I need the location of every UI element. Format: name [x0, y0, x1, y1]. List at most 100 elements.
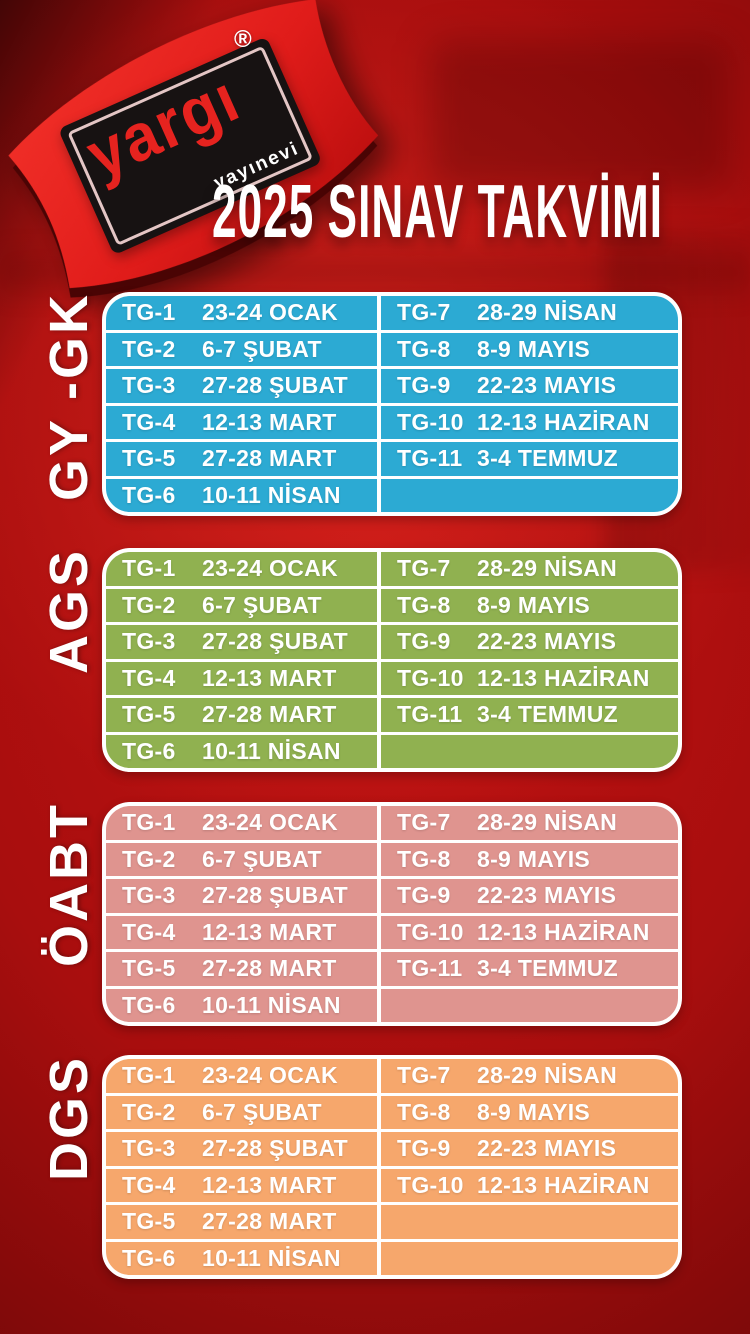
exam-code: TG-6 — [122, 991, 176, 1018]
section-ags: AGS TG-1 23-24 OCAK TG-2 6-7 ŞUBAT TG-3 27-28 … — [0, 548, 750, 772]
exam-code: TG-2 — [122, 591, 176, 618]
exam-date: 28-29 NİSAN — [477, 1062, 618, 1089]
left-column: TG-1 23-24 OCAK TG-2 6-7 ŞUBAT TG-3 27-28 ŞUB… — [106, 806, 377, 1022]
exam-date: 8-9 MAYIS — [477, 1098, 591, 1125]
exam-row: TG-4 12-13 MART — [106, 1169, 377, 1205]
exam-date: 6-7 ŞUBAT — [202, 335, 322, 362]
exam-row: TG-5 27-28 MART — [106, 1205, 377, 1242]
exam-date: 3-4 TEMMUZ — [477, 445, 618, 472]
exam-date: 12-13 HAZİRAN — [477, 664, 650, 691]
exam-date: 12-13 HAZİRAN — [477, 1171, 650, 1198]
exam-code: TG-5 — [122, 955, 176, 982]
exam-row: TG-1 23-24 OCAK — [106, 552, 377, 589]
exam-date: 22-23 MAYIS — [477, 1135, 617, 1162]
exam-code: TG-10 — [397, 1171, 464, 1198]
background-blackboard-hint — [430, 40, 730, 190]
right-column: TG-7 28-29 NİSAN TG-8 8-9 MAYIS TG-9 22-23 MA… — [377, 806, 678, 1022]
exam-row: TG-11 3-4 TEMMUZ — [381, 952, 678, 989]
exam-code: TG-8 — [397, 591, 451, 618]
exam-code: TG-2 — [122, 1098, 176, 1125]
exam-date: 23-24 OCAK — [202, 1062, 338, 1089]
exam-date: 8-9 MAYIS — [477, 845, 591, 872]
exam-table-oabt: TG-1 23-24 OCAK TG-2 6-7 ŞUBAT TG-3 27-28 ŞUB… — [102, 802, 682, 1026]
exam-code: TG-9 — [397, 372, 451, 399]
exam-code: TG-7 — [397, 1062, 451, 1089]
exam-row: TG-3 27-28 ŞUBAT — [106, 1132, 377, 1169]
exam-code: TG-6 — [122, 481, 176, 508]
exam-date: 8-9 MAYIS — [477, 335, 591, 362]
exam-row: TG-9 22-23 MAYIS — [381, 1132, 678, 1169]
exam-code: TG-4 — [122, 408, 176, 435]
exam-row: TG-6 10-11 NİSAN — [106, 735, 377, 769]
exam-code: TG-5 — [122, 1208, 176, 1235]
exam-code: TG-1 — [122, 555, 176, 582]
section-label-ags: AGS — [39, 548, 99, 675]
exam-code: TG-7 — [397, 555, 451, 582]
exam-row: TG-1 23-24 OCAK — [106, 1059, 377, 1096]
exam-code: TG-3 — [122, 628, 176, 655]
exam-date: 27-28 ŞUBAT — [202, 628, 349, 655]
brand-logo: yargı yayınevi — [0, 0, 416, 336]
exam-code: TG-4 — [122, 1171, 176, 1198]
exam-row: TG-2 6-7 ŞUBAT — [106, 333, 377, 369]
exam-code: TG-1 — [122, 809, 176, 836]
exam-code: TG-10 — [397, 664, 464, 691]
exam-code: TG-10 — [397, 918, 464, 945]
exam-table-ags: TG-1 23-24 OCAK TG-2 6-7 ŞUBAT TG-3 27-28 ŞUB… — [102, 548, 682, 772]
exam-date: 23-24 OCAK — [202, 299, 338, 326]
exam-row: TG-11 3-4 TEMMUZ — [381, 698, 678, 735]
exam-row — [381, 479, 678, 513]
exam-date: 3-4 TEMMUZ — [477, 955, 618, 982]
exam-date: 10-11 NİSAN — [202, 737, 341, 764]
exam-date: 28-29 NİSAN — [477, 555, 618, 582]
exam-code: TG-11 — [397, 701, 463, 728]
exam-date: 12-13 MART — [202, 408, 337, 435]
exam-date: 6-7 ŞUBAT — [202, 591, 322, 618]
exam-row — [381, 1242, 678, 1276]
exam-row: TG-10 12-13 HAZİRAN — [381, 406, 678, 442]
exam-code: TG-8 — [397, 335, 451, 362]
left-column: TG-1 23-24 OCAK TG-2 6-7 ŞUBAT TG-3 27-28 ŞUB… — [106, 1059, 377, 1275]
exam-code: TG-8 — [397, 1098, 451, 1125]
exam-code: TG-9 — [397, 628, 451, 655]
exam-row: TG-10 12-13 HAZİRAN — [381, 1169, 678, 1205]
exam-code: TG-1 — [122, 299, 176, 326]
exam-row: TG-6 10-11 NİSAN — [106, 479, 377, 513]
exam-row: TG-5 27-28 MART — [106, 698, 377, 735]
exam-code: TG-3 — [122, 1135, 176, 1162]
exam-code: TG-7 — [397, 299, 451, 326]
exam-row: TG-6 10-11 NİSAN — [106, 1242, 377, 1276]
exam-code: TG-8 — [397, 845, 451, 872]
exam-date: 12-13 MART — [202, 664, 337, 691]
exam-code: TG-2 — [122, 335, 176, 362]
exam-table-gy-gk: TG-1 23-24 OCAK TG-2 6-7 ŞUBAT TG-3 27-28 ŞUB… — [102, 292, 682, 516]
left-column: TG-1 23-24 OCAK TG-2 6-7 ŞUBAT TG-3 27-28 ŞUB… — [106, 552, 377, 768]
exam-row: TG-7 28-29 NİSAN — [381, 552, 678, 589]
exam-code: TG-1 — [122, 1062, 176, 1089]
section-dgs: DGS TG-1 23-24 OCAK TG-2 6-7 ŞUBAT TG-3 27-28 … — [0, 1055, 750, 1279]
exam-code: TG-3 — [122, 882, 176, 909]
right-column: TG-7 28-29 NİSAN TG-8 8-9 MAYIS TG-9 22-23 MA… — [377, 1059, 678, 1275]
exam-row: TG-7 28-29 NİSAN — [381, 806, 678, 843]
exam-code: TG-5 — [122, 445, 176, 472]
exam-row: TG-8 8-9 MAYIS — [381, 843, 678, 879]
registered-trademark-icon: ® — [234, 26, 252, 53]
exam-code: TG-5 — [122, 701, 176, 728]
exam-date: 10-11 NİSAN — [202, 1244, 341, 1271]
exam-row: TG-2 6-7 ŞUBAT — [106, 589, 377, 625]
exam-date: 27-28 MART — [202, 701, 337, 728]
exam-row: TG-5 27-28 MART — [106, 952, 377, 989]
exam-code: TG-7 — [397, 809, 451, 836]
section-oabt: ÖABT TG-1 23-24 OCAK TG-2 6-7 ŞUBAT TG-3 27-28… — [0, 802, 750, 1026]
exam-row: TG-2 6-7 ŞUBAT — [106, 1096, 377, 1132]
section-gy-gk: GY -GK TG-1 23-24 OCAK TG-2 6-7 ŞUBAT TG-3 27-… — [0, 292, 750, 516]
exam-date: 12-13 HAZİRAN — [477, 408, 650, 435]
exam-date: 27-28 MART — [202, 955, 337, 982]
exam-code: TG-2 — [122, 845, 176, 872]
exam-code: TG-4 — [122, 664, 176, 691]
exam-row: TG-8 8-9 MAYIS — [381, 1096, 678, 1132]
exam-row: TG-10 12-13 HAZİRAN — [381, 916, 678, 952]
exam-date: 12-13 MART — [202, 918, 337, 945]
exam-code: TG-10 — [397, 408, 464, 435]
exam-row: TG-7 28-29 NİSAN — [381, 1059, 678, 1096]
